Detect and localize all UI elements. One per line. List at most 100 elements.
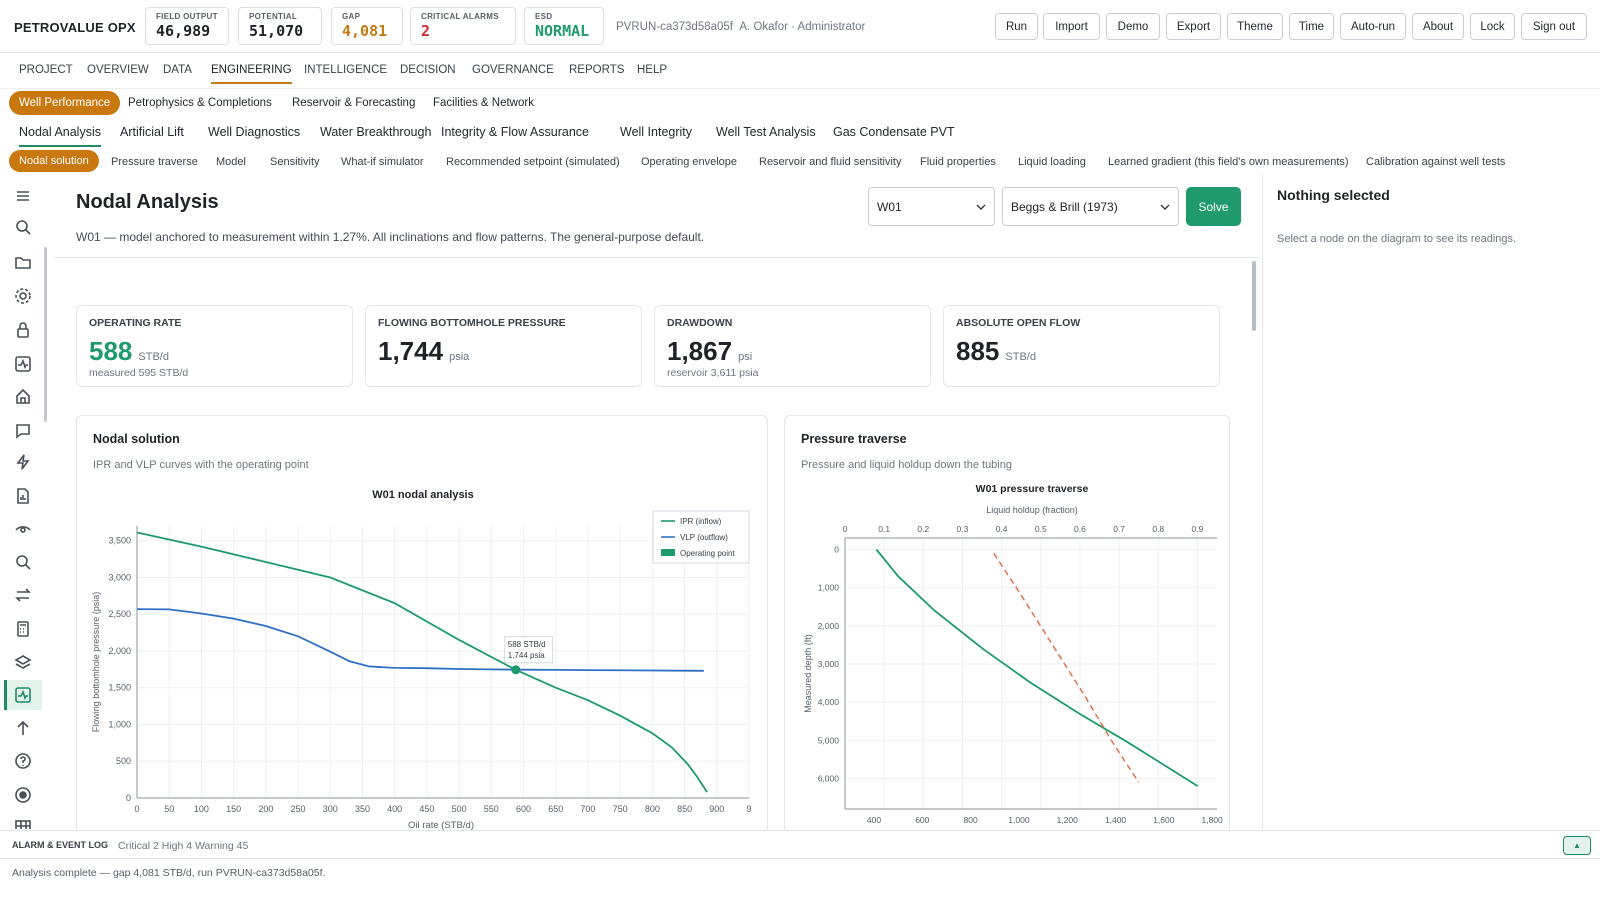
group-reservoir[interactable]: Reservoir & Forecasting: [292, 97, 416, 109]
group-facilities[interactable]: Facilities & Network: [433, 97, 534, 109]
x-tick-label: 250: [291, 804, 306, 814]
theme-button[interactable]: Theme: [1227, 13, 1283, 40]
nav-project[interactable]: PROJECT: [19, 64, 73, 76]
pulse-icon[interactable]: [14, 355, 32, 373]
expand-icon[interactable]: ▲: [1563, 836, 1591, 855]
page-subtitle: W01 — model anchored to measurement with…: [76, 230, 705, 244]
module-water-breakthrough[interactable]: Water Breakthrough: [320, 125, 432, 139]
kpi-label: FIELD OUTPUT: [156, 12, 218, 21]
view-fluid-properties[interactable]: Fluid properties: [920, 156, 996, 168]
card-value-number: 1,867: [667, 336, 733, 366]
holdup-line: [993, 552, 1140, 783]
nodal-chart[interactable]: W01 nodal analysis 0 50 100 150 200 250 300 350 4…: [77, 478, 769, 838]
x-tick-label: 0: [134, 804, 139, 814]
nav-help[interactable]: HELP: [637, 64, 668, 76]
card-note: measured 595 STB/d: [89, 367, 189, 379]
x-tick-label: 200: [258, 804, 273, 814]
report-icon[interactable]: [14, 487, 32, 505]
kpi-label: CRITICAL ALARMS: [421, 12, 499, 21]
x-tick-label: 600: [516, 804, 531, 814]
view-nodal-solution[interactable]: Nodal solution: [9, 150, 99, 172]
menu-icon[interactable]: [14, 187, 32, 205]
y-tick-label: 6,000: [818, 773, 840, 783]
eye-icon[interactable]: [14, 520, 32, 538]
nodal-analysis-icon[interactable]: [4, 680, 42, 710]
lock-button[interactable]: Lock: [1470, 13, 1515, 40]
about-button[interactable]: About: [1412, 13, 1464, 40]
module-artificial-lift[interactable]: Artificial Lift: [120, 125, 184, 139]
main-scrollbar[interactable]: [1252, 261, 1256, 331]
rail-scrollbar[interactable]: [44, 247, 47, 422]
nav-data[interactable]: DATA: [163, 64, 192, 76]
card-value: 885 STB/d: [956, 336, 1036, 367]
module-gas-condensate[interactable]: Gas Condensate PVT: [833, 125, 955, 139]
time-button[interactable]: Time: [1289, 13, 1334, 40]
sign-out-button[interactable]: Sign out: [1521, 13, 1587, 40]
run-button[interactable]: Run: [995, 13, 1038, 40]
bolt-icon[interactable]: [14, 453, 32, 471]
module-well-integrity[interactable]: Well Integrity: [620, 125, 693, 139]
nav-overview[interactable]: OVERVIEW: [87, 64, 149, 76]
status-text: Analysis complete — gap 4,081 STB/d, run…: [12, 867, 326, 879]
view-learned-gradient[interactable]: Learned gradient (this field's own measu…: [1108, 156, 1349, 168]
view-operating-envelope[interactable]: Operating envelope: [641, 156, 738, 168]
module-well-diagnostics[interactable]: Well Diagnostics: [208, 125, 301, 139]
alarm-bar[interactable]: ALARM & EVENT LOG Critical 2 High 4 Warn…: [0, 830, 1600, 858]
chart-title: W01 nodal analysis: [372, 489, 473, 501]
x2-tick-label: 0: [843, 524, 848, 534]
folder-icon[interactable]: [14, 253, 32, 271]
y-tick-label: 0: [126, 793, 131, 803]
zoom-icon[interactable]: [14, 553, 32, 571]
lock-icon[interactable]: [14, 321, 32, 339]
arrow-up-icon[interactable]: [14, 719, 32, 737]
calculator-icon[interactable]: [14, 620, 32, 638]
x-tick-label: 600: [915, 815, 929, 825]
x-tick-label: 100: [194, 804, 209, 814]
export-button[interactable]: Export: [1166, 13, 1221, 40]
detail-panel: Nothing selected Select a node on the di…: [1262, 175, 1600, 830]
gear-icon[interactable]: [14, 287, 32, 305]
kpi-value: 46,989: [156, 22, 211, 40]
panel-title: Nodal solution: [93, 432, 180, 446]
view-pressure-traverse[interactable]: Pressure traverse: [111, 156, 198, 168]
view-recommended-setpoint[interactable]: Recommended setpoint (simulated): [446, 156, 620, 168]
x-tick-label: 1,200: [1057, 815, 1079, 825]
chat-icon[interactable]: [14, 421, 32, 439]
card-unit: psia: [449, 351, 470, 363]
nav-governance[interactable]: GOVERNANCE: [472, 64, 554, 76]
module-well-test[interactable]: Well Test Analysis: [716, 125, 816, 139]
traverse-chart[interactable]: W01 pressure traverse Liquid holdup (frac…: [785, 478, 1231, 838]
view-sensitivity[interactable]: Sensitivity: [270, 156, 320, 168]
swap-icon[interactable]: [14, 586, 32, 604]
nav-decision[interactable]: DECISION: [400, 64, 456, 76]
correlation-select[interactable]: Beggs & Brill (1973): [1002, 187, 1179, 226]
view-liquid-loading[interactable]: Liquid loading: [1018, 156, 1086, 168]
nav-reports[interactable]: REPORTS: [569, 64, 625, 76]
home-icon[interactable]: [14, 387, 32, 405]
grid-icon[interactable]: [14, 819, 32, 829]
solve-button[interactable]: Solve: [1186, 187, 1241, 226]
record-icon[interactable]: [14, 786, 32, 804]
module-integrity-flow[interactable]: Integrity & Flow Assurance: [441, 125, 589, 139]
search-icon[interactable]: [14, 218, 32, 236]
layers-icon[interactable]: [14, 653, 32, 671]
view-calibration[interactable]: Calibration against well tests: [1366, 156, 1506, 168]
card-title: DRAWDOWN: [667, 317, 733, 329]
import-button[interactable]: Import: [1043, 13, 1100, 40]
view-reservoir-fluid[interactable]: Reservoir and fluid sensitivity: [759, 156, 902, 168]
group-well-performance[interactable]: Well Performance: [9, 91, 121, 115]
x-tick-label: 400: [387, 804, 402, 814]
module-nodal-analysis[interactable]: Nodal Analysis: [19, 125, 101, 147]
nav-engineering[interactable]: ENGINEERING: [211, 64, 292, 84]
view-model[interactable]: Model: [216, 156, 246, 168]
help-icon[interactable]: [14, 752, 32, 770]
view-what-if[interactable]: What-if simulator: [341, 156, 424, 168]
x2-tick-label: 0.5: [1035, 524, 1047, 534]
nav-intelligence[interactable]: INTELLIGENCE: [304, 64, 388, 76]
well-select[interactable]: W01: [868, 187, 995, 226]
group-petrophysics[interactable]: Petrophysics & Completions: [128, 97, 272, 109]
card-unit: psi: [738, 351, 753, 363]
demo-button[interactable]: Demo: [1106, 13, 1160, 40]
x-tick-label: 800: [645, 804, 660, 814]
auto-run-button[interactable]: Auto-run: [1340, 13, 1406, 40]
